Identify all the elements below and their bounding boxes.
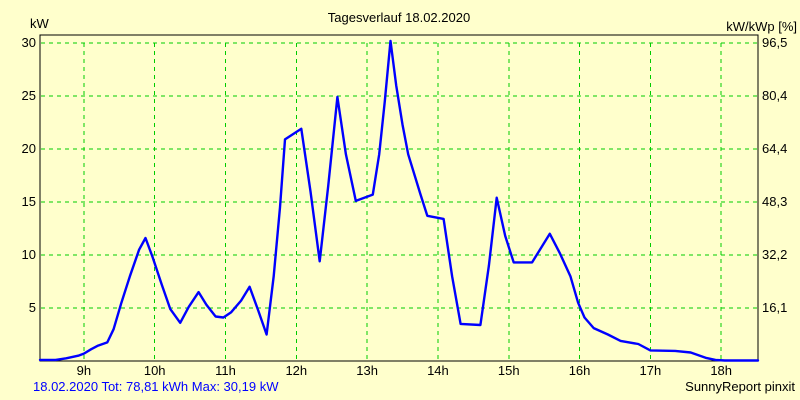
y-axis-tick-right: 64,4	[762, 140, 788, 156]
x-axis-tick: 9h	[76, 363, 92, 378]
x-axis-tick: 15h	[497, 363, 520, 378]
y-axis-tick-right: 32,2	[762, 246, 788, 262]
left-axis-unit-label: kW	[30, 16, 49, 31]
watermark-text: SunnyReport pinxit	[685, 379, 795, 394]
y-axis-tick-left: 25	[21, 87, 36, 103]
y-axis-tick-right: 48,3	[762, 193, 788, 209]
plot-frame	[39, 34, 759, 362]
x-axis-tick: 12h	[285, 363, 308, 378]
right-axis-unit-label: kW/kWp [%]	[726, 19, 797, 34]
daily-summary-text: 18.02.2020 Tot: 78,81 kWh Max: 30,19 kW	[33, 379, 279, 394]
x-axis-tick: 10h	[143, 363, 166, 378]
chart-title: Tagesverlauf 18.02.2020	[327, 10, 471, 25]
y-axis-tick-right: 80,4	[762, 87, 788, 103]
x-axis-tick: 17h	[639, 363, 662, 378]
y-axis-tick-left: 10	[21, 246, 36, 262]
x-axis-tick: 11h	[215, 363, 236, 378]
y-axis-tick-right: 96,5	[762, 34, 788, 50]
y-axis-tick-left: 15	[21, 193, 36, 209]
y-axis-tick-left: 30	[21, 34, 36, 50]
y-axis-tick-left: 5	[28, 299, 36, 315]
x-axis-tick: 14h	[427, 363, 449, 378]
x-axis-tick: 18h	[710, 363, 733, 378]
y-axis-tick-right: 16,1	[762, 299, 788, 315]
power-curve	[38, 39, 760, 362]
x-axis-tick: 13h	[356, 363, 378, 378]
y-axis-tick-left: 20	[21, 140, 36, 156]
x-axis-tick: 16h	[568, 363, 591, 378]
